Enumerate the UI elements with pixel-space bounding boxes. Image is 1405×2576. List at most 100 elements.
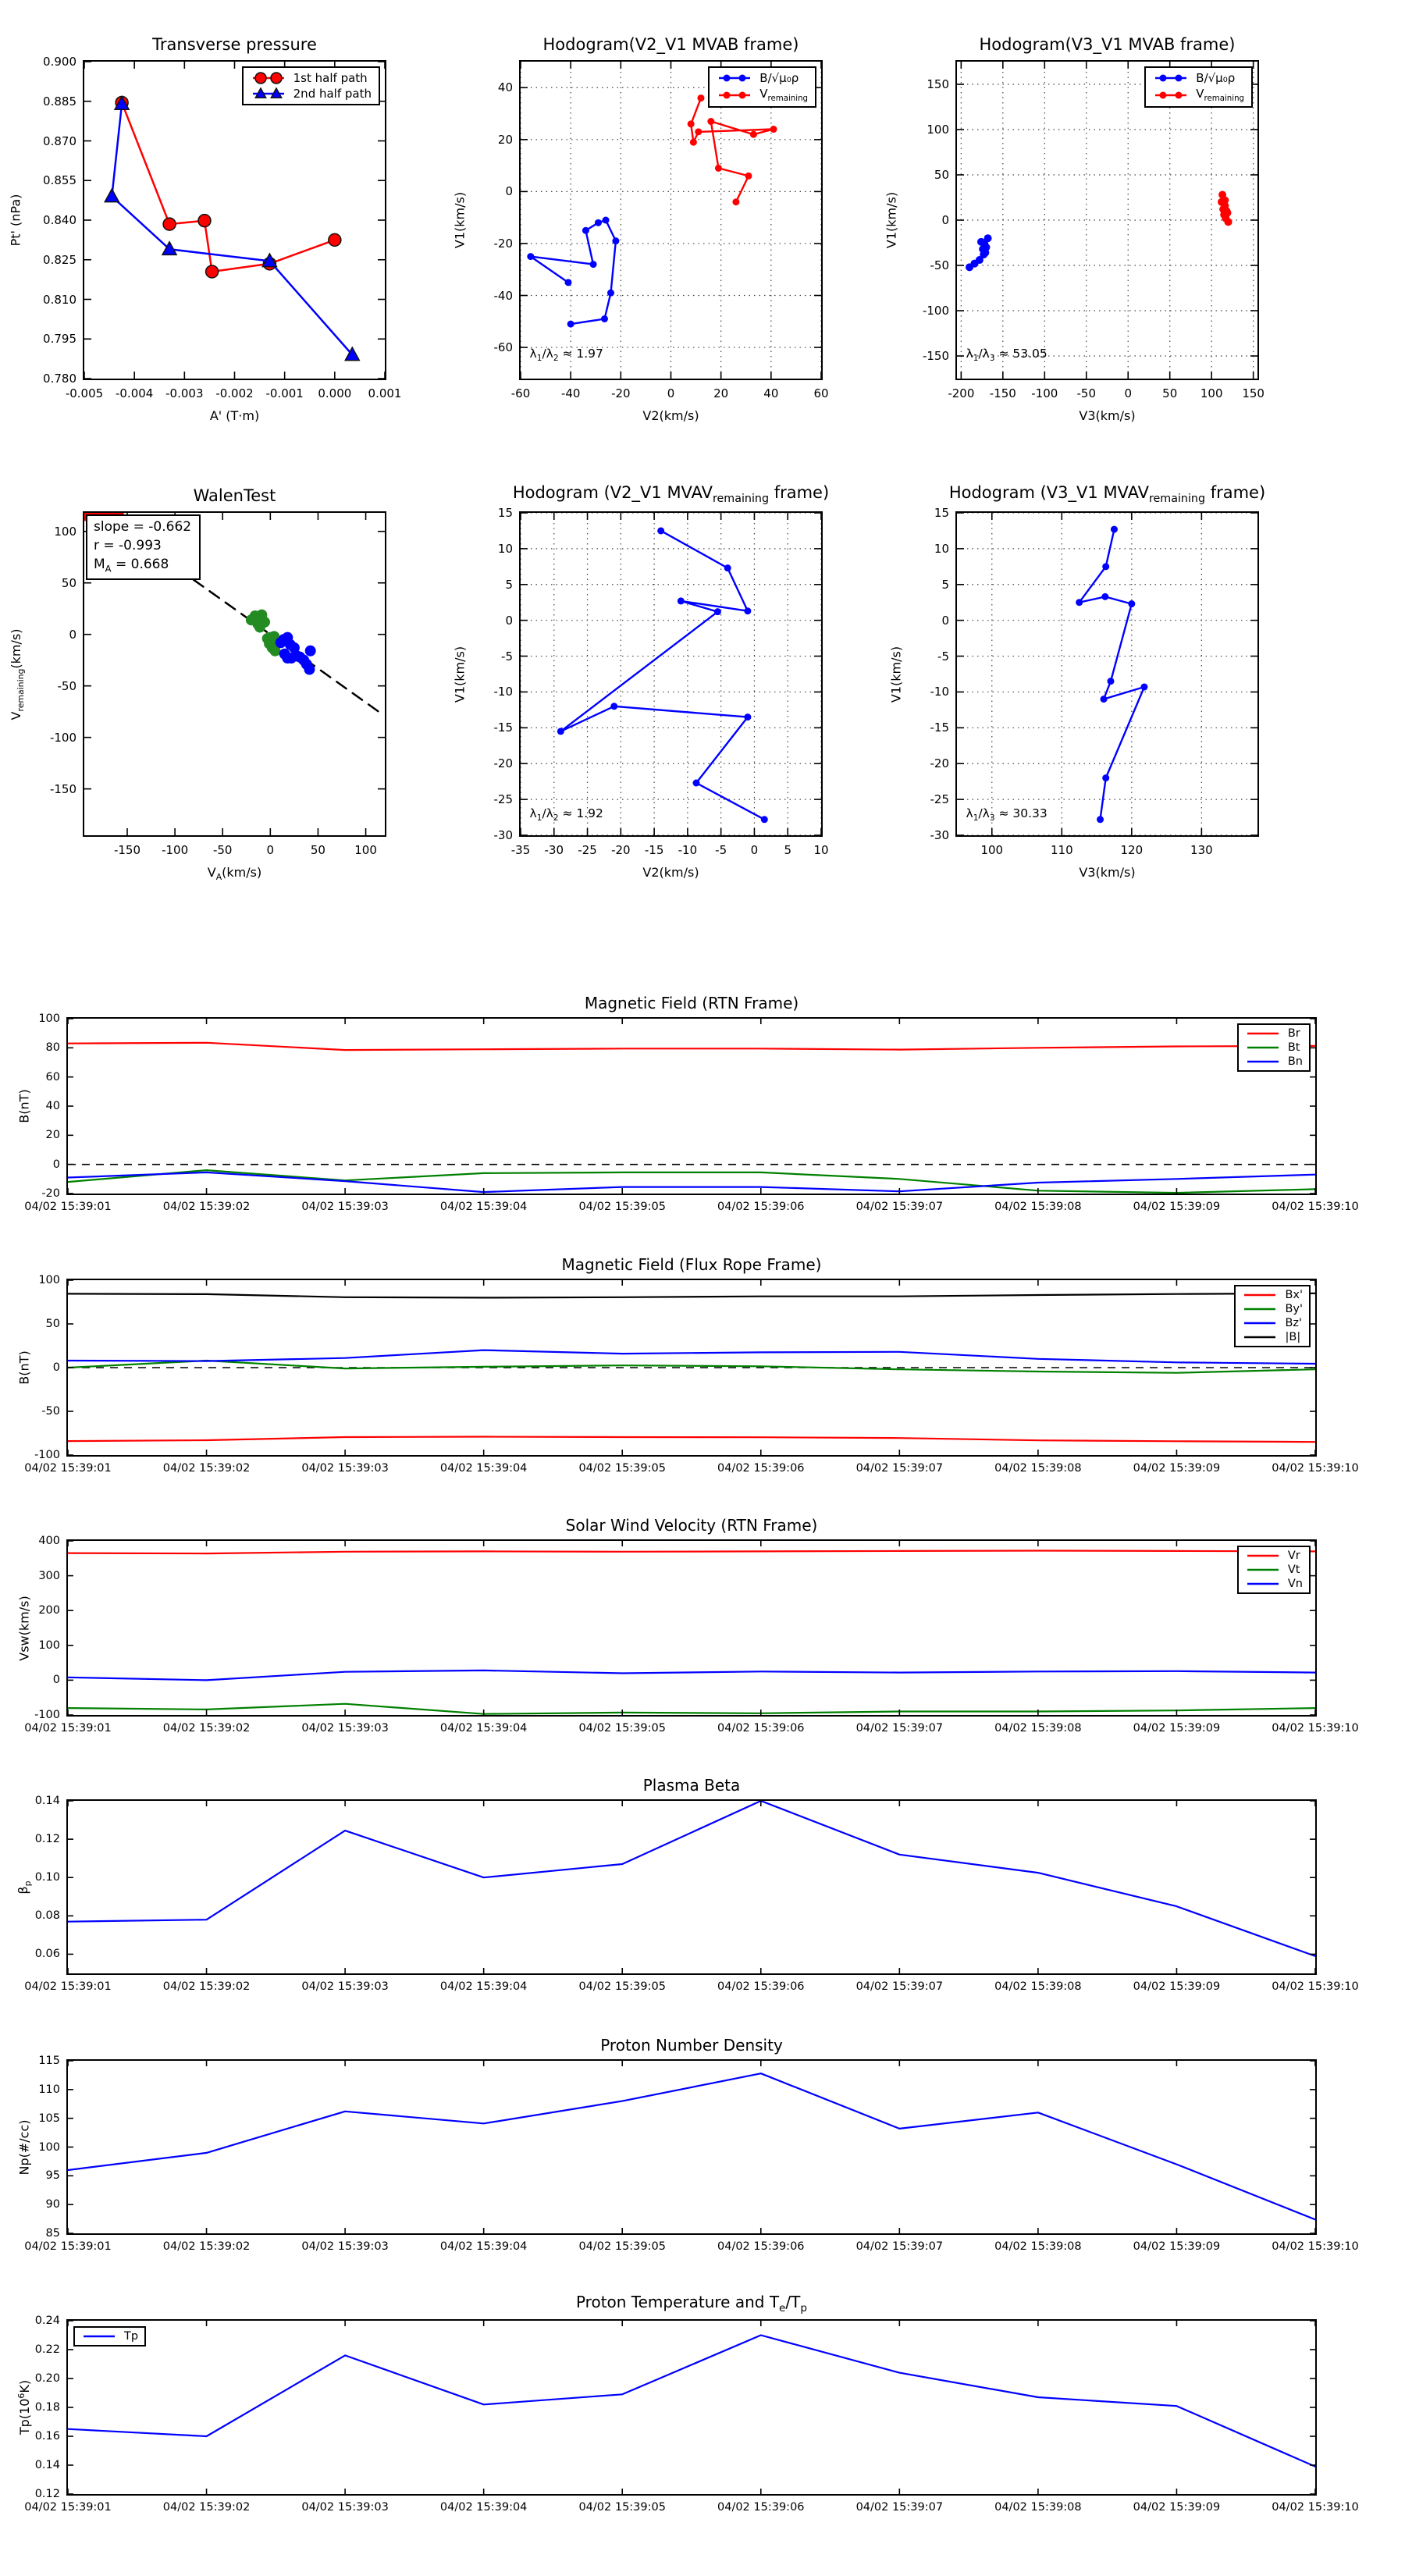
b-rtn-ytick-6: 100 — [38, 1012, 60, 1025]
plasma-beta-xtick-9: 04/02 15:39:10 — [1272, 1980, 1359, 1993]
hodogram-v2v1-mvab-xtick-3: 0 — [667, 386, 675, 400]
transverse-pressure-ytick-4: 0.840 — [43, 213, 76, 227]
hodogram-v2v1-mvav-xtick-9: 10 — [813, 843, 829, 857]
proton-density-ytick-2: 95 — [45, 2169, 60, 2183]
vsw-rtn-xtick-5: 04/02 15:39:06 — [717, 1722, 805, 1735]
transverse-pressure-legend-sample-0 — [252, 72, 284, 84]
transverse-pressure-xtick-3: -0.002 — [215, 386, 254, 400]
hodogram-v2v1-mvav-ylabel: V1(km/s) — [452, 646, 468, 703]
proton-density-ytick-6: 115 — [38, 2055, 60, 2067]
b-fluxrope-legend-label-0: Bx' — [1285, 1289, 1303, 1301]
hodogram-v3v1-mvab-ytick-0: -150 — [922, 349, 949, 363]
hodogram-v3v1-mvab-plot-area — [957, 62, 1257, 379]
b-rtn-ylabel: B(nT) — [16, 1089, 32, 1123]
vsw-rtn-legend: Vr Vt Vn — [1236, 1546, 1311, 1594]
hodogram-v3v1-mvav-ytick-3: -15 — [930, 720, 950, 735]
hodogram-v3v1-mvab-xtick-3: -50 — [1076, 386, 1097, 400]
walen-test: -150 -100 -50 0 50 100 -150 -100 -50 0 50 100 WalenT… — [9, 486, 386, 882]
hodogram-v2v1-mvav-ytick-1: -25 — [493, 792, 514, 807]
transverse-pressure-xlabel: A' (T·m) — [209, 408, 260, 423]
hodogram-v3v1-mvav-ytick-7: 5 — [941, 577, 949, 592]
b-rtn-ytick-4: 60 — [45, 1070, 60, 1083]
proton-temp-xtick-9: 04/02 15:39:10 — [1272, 2501, 1359, 2514]
hodogram-v2v1-mvab-xtick-5: 40 — [763, 386, 779, 400]
hodogram-v3v1-mvav-ytick-0: -30 — [930, 828, 950, 842]
proton-density-plot-area — [68, 2061, 1315, 2233]
proton-temp-ytick-5: 0.22 — [34, 2343, 60, 2356]
vsw-rtn: 04/02 15:39:01 04/02 15:39:02 04/02 15:39:… — [17, 1516, 1359, 1735]
transverse-pressure: -0.005 -0.004 -0.003 -0.002 -0.001 0.000 0.001… — [9, 35, 402, 423]
walen-test-xtick-5: 100 — [354, 843, 377, 857]
transverse-pressure-legend-label-1: 2nd half path — [293, 87, 372, 101]
vsw-rtn-xtick-2: 04/02 15:39:03 — [301, 1722, 389, 1735]
b-rtn-xtick-6: 04/02 15:39:07 — [855, 1201, 944, 1213]
b-fluxrope-xtick-3: 04/02 15:39:04 — [439, 1462, 528, 1475]
plasma-beta-xtick-4: 04/02 15:39:05 — [578, 1980, 666, 1993]
hodogram-v3v1-mvab-ytick-1: -100 — [922, 304, 949, 318]
walen-test-xlabel: VA(km/s) — [207, 865, 262, 883]
hodogram-v2v1-mvab-legend-item-0: B/√μ₀ρ — [717, 71, 808, 85]
b-fluxrope-legend-sample-1 — [1244, 1308, 1276, 1311]
vsw-rtn-legend-label-0: Vr — [1287, 1550, 1300, 1562]
vsw-rtn-plot-area — [68, 1541, 1315, 1715]
b-fluxrope-plot-area — [68, 1280, 1315, 1455]
b-rtn-xtick-3: 04/02 15:39:04 — [439, 1201, 528, 1213]
hodogram-v3v1-mvav-xtick-2: 120 — [1120, 843, 1144, 857]
hodogram-v2v1-mvab-title: Hodogram(V2_V1 MVAB frame) — [542, 35, 799, 54]
transverse-pressure-ytick-8: 0.900 — [43, 55, 76, 69]
hodogram-v2v1-mvav-ytick-9: 15 — [497, 506, 513, 520]
hodogram-v2v1-mvab-ytick-3: 0 — [505, 184, 513, 199]
vsw-rtn-ytick-5: 400 — [38, 1535, 60, 1547]
vsw-rtn-legend-sample-1 — [1247, 1568, 1279, 1571]
b-rtn-xtick-7: 04/02 15:39:08 — [994, 1201, 1082, 1213]
hodogram-v3v1-mvab-xtick-5: 50 — [1162, 386, 1178, 400]
proton-density-xtick-0: 04/02 15:39:01 — [24, 2240, 112, 2253]
transverse-pressure-ytick-3: 0.825 — [43, 252, 76, 267]
b-rtn-xtick-9: 04/02 15:39:10 — [1272, 1201, 1359, 1213]
b-fluxrope-ytick-4: 100 — [38, 1274, 60, 1286]
b-rtn-legend-item-2: Bn — [1245, 1055, 1303, 1068]
transverse-pressure-legend-label-0: 1st half path — [293, 71, 368, 85]
hodogram-v3v1-mvav-ytick-5: -5 — [937, 649, 949, 664]
proton-temp-ytick-3: 0.18 — [34, 2401, 60, 2414]
b-fluxrope-ytick-0: -100 — [34, 1449, 60, 1461]
walen-test-ytick-3: 0 — [69, 627, 76, 642]
hodogram-v2v1-mvav-ytick-8: 10 — [497, 541, 513, 556]
hodogram-v2v1-mvab-plot-area — [521, 62, 821, 379]
proton-density-xtick-6: 04/02 15:39:07 — [855, 2240, 944, 2253]
b-fluxrope-legend-label-1: By' — [1285, 1303, 1303, 1315]
proton-density-xtick-4: 04/02 15:39:05 — [578, 2240, 666, 2253]
walen-test-xtick-3: 0 — [266, 843, 275, 857]
walen-test-infobox-line-0: slope = -0.662 — [94, 519, 192, 535]
vsw-rtn-xtick-4: 04/02 15:39:05 — [578, 1722, 666, 1735]
hodogram-v3v1-mvav-ytick-4: -10 — [930, 685, 950, 699]
hodogram-v2v1-mvab-legend-sample-0 — [719, 74, 751, 82]
transverse-pressure-ytick-5: 0.855 — [43, 173, 76, 188]
b-rtn-xtick-1: 04/02 15:39:02 — [162, 1201, 251, 1213]
b-rtn-xtick-2: 04/02 15:39:03 — [301, 1201, 389, 1213]
b-rtn-ytick-5: 80 — [45, 1041, 60, 1055]
hodogram-v3v1-mvab-ytick-5: 100 — [927, 123, 949, 137]
transverse-pressure-legend-item-0: 1st half path — [251, 71, 372, 85]
b-rtn-legend-label-2: Bn — [1287, 1055, 1303, 1068]
b-rtn-xtick-5: 04/02 15:39:06 — [717, 1201, 805, 1213]
hodogram-v2v1-mvav-xtick-6: -5 — [715, 843, 727, 857]
proton-temp-ytick-0: 0.12 — [34, 2488, 60, 2500]
hodogram-v2v1-mvav-ytick-2: -20 — [493, 756, 514, 771]
proton-density-title: Proton Number Density — [600, 2036, 783, 2055]
proton-temp-xtick-7: 04/02 15:39:08 — [994, 2501, 1082, 2514]
transverse-pressure-ylabel: Pt' (nPa) — [8, 194, 23, 247]
hodogram-v2v1-mvab-legend-label-0: B/√μ₀ρ — [759, 71, 799, 85]
b-rtn-legend-sample-0 — [1247, 1032, 1279, 1035]
vsw-rtn-legend-label-2: Vn — [1287, 1578, 1303, 1590]
vsw-rtn-title: Solar Wind Velocity (RTN Frame) — [565, 1516, 818, 1535]
b-rtn-ytick-3: 40 — [45, 1100, 60, 1112]
b-fluxrope-legend-sample-2 — [1244, 1322, 1276, 1325]
proton-density-xtick-9: 04/02 15:39:10 — [1272, 2240, 1359, 2253]
b-rtn-legend-sample-2 — [1247, 1060, 1279, 1063]
b-rtn: 04/02 15:39:01 04/02 15:39:02 04/02 15:39:… — [17, 994, 1359, 1213]
hodogram-v2v1-mvav-ytick-6: 0 — [505, 613, 513, 628]
hodogram-v2v1-mvab-ytick-4: 20 — [497, 132, 513, 147]
hodogram-v3v1-mvab-annotation-0: λ1/λ3 ≈ 53.05 — [966, 347, 1048, 364]
vsw-rtn-legend-item-0: Vr — [1245, 1550, 1303, 1562]
